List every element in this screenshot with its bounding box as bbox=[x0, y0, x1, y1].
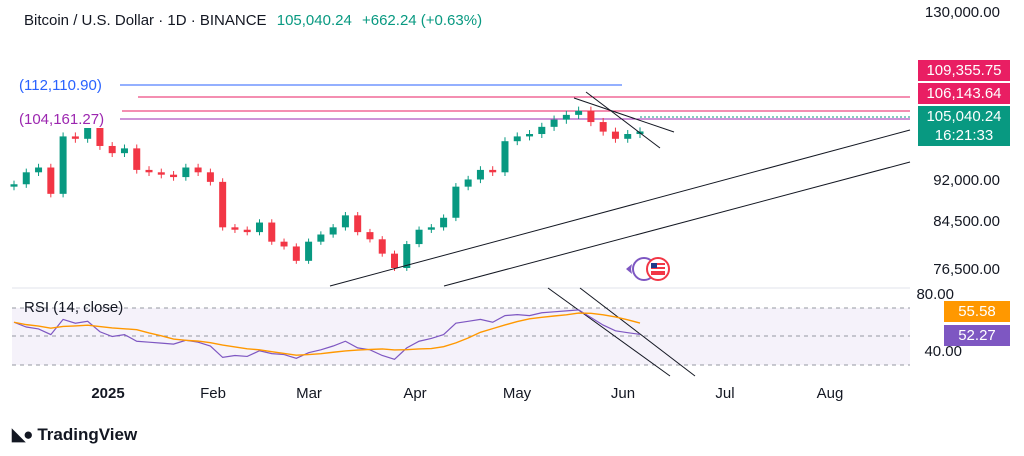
trendline bbox=[573, 97, 675, 133]
candle-body bbox=[10, 184, 18, 187]
time-axis-label: Aug bbox=[816, 385, 844, 402]
candle-body bbox=[624, 134, 632, 139]
candle-body bbox=[403, 244, 411, 268]
rsi-axis-label: 40.00 bbox=[924, 343, 962, 360]
candle-body bbox=[47, 167, 55, 194]
price-axis-label: 84,500.00 bbox=[933, 213, 1000, 230]
candle-body bbox=[96, 127, 104, 146]
level-label-upper: (112,110.90) bbox=[18, 77, 103, 94]
candle-body bbox=[513, 136, 521, 142]
candle-body bbox=[84, 127, 92, 139]
candle-body bbox=[354, 215, 362, 233]
candle-body bbox=[440, 217, 448, 228]
rsi-pane bbox=[13, 309, 641, 360]
candle-body bbox=[206, 172, 214, 182]
candle-body bbox=[255, 222, 263, 233]
time-axis-label: 2025 bbox=[91, 385, 125, 402]
candle-body bbox=[476, 169, 484, 180]
trendline bbox=[329, 129, 911, 287]
symbol-title: Bitcoin / U.S. Dollar · 1D · BINANCE bbox=[24, 12, 267, 29]
trendline bbox=[547, 287, 671, 377]
rsi-tag: 52.27 bbox=[944, 325, 1010, 346]
tradingview-logo-icon: ◣● bbox=[12, 425, 33, 444]
candlesticks bbox=[10, 106, 644, 271]
candle-body bbox=[587, 110, 595, 123]
candle-body bbox=[366, 232, 374, 240]
price-tag-last: 105,040.24 bbox=[918, 106, 1010, 127]
price-tag-high: 109,355.75 bbox=[918, 60, 1010, 81]
candle-body bbox=[501, 141, 509, 173]
candle-body bbox=[526, 134, 534, 137]
rsi-ma-line bbox=[13, 312, 641, 356]
trendline bbox=[579, 287, 696, 377]
price-change: +662.24 (+0.63%) bbox=[361, 12, 483, 29]
price-axis-label: 92,000.00 bbox=[933, 172, 1000, 189]
candle-body bbox=[550, 119, 558, 127]
price-axis-label: 130,000.00 bbox=[924, 4, 1000, 21]
time-axis-label: Feb bbox=[200, 385, 226, 402]
price-tag-level: 106,143.64 bbox=[918, 83, 1010, 104]
candle-body bbox=[489, 169, 497, 173]
rsi-axis-label: 80.00 bbox=[916, 286, 954, 303]
rsi-ma-tag: 55.58 bbox=[944, 301, 1010, 322]
candle-body bbox=[170, 174, 178, 178]
candle-body bbox=[219, 181, 227, 228]
rsi-indicator-label[interactable]: RSI (14, close) bbox=[24, 299, 124, 316]
price-tag-countdown: 16:21:33 bbox=[918, 125, 1010, 146]
time-axis-label: Jul bbox=[715, 385, 735, 402]
candle-body bbox=[280, 241, 288, 247]
tradingview-logo[interactable]: ◣● TradingView bbox=[12, 425, 137, 445]
candle-body bbox=[59, 136, 67, 194]
candle-body bbox=[268, 222, 276, 242]
us-flag-event-icon[interactable] bbox=[622, 256, 672, 282]
candle-body bbox=[378, 239, 386, 254]
time-axis-label: May bbox=[502, 385, 532, 402]
last-price: 105,040.24 bbox=[276, 12, 352, 29]
time-axis-label: Apr bbox=[403, 385, 427, 402]
time-axis-label: Jun bbox=[610, 385, 636, 402]
candle-body bbox=[35, 167, 43, 173]
candle-body bbox=[231, 227, 239, 230]
candle-body bbox=[415, 229, 423, 245]
candle-body bbox=[562, 114, 570, 120]
rsi-line bbox=[13, 309, 641, 360]
candle-body bbox=[194, 167, 202, 173]
candle-body bbox=[243, 229, 251, 233]
candle-body bbox=[391, 253, 399, 268]
candle-body bbox=[464, 179, 472, 187]
candle-body bbox=[341, 215, 349, 228]
level-label-lower: (104,161.27) bbox=[18, 111, 106, 128]
candle-body bbox=[317, 234, 325, 242]
trendline bbox=[443, 161, 911, 287]
candle-body bbox=[329, 227, 337, 235]
logo-text: TradingView bbox=[37, 425, 138, 444]
candle-body bbox=[575, 110, 583, 115]
candle-body bbox=[182, 167, 190, 178]
trendline bbox=[585, 91, 661, 149]
candle-body bbox=[292, 246, 300, 261]
candle-body bbox=[157, 172, 165, 175]
candle-body bbox=[538, 126, 546, 135]
candle-body bbox=[22, 172, 30, 185]
price-axis-label: 76,500.00 bbox=[933, 261, 1000, 278]
time-axis-label: Mar bbox=[296, 385, 322, 402]
trendlines bbox=[329, 91, 911, 377]
candle-body bbox=[305, 241, 313, 261]
candle-body bbox=[145, 169, 153, 173]
candle-body bbox=[452, 186, 460, 218]
candle-body bbox=[599, 122, 607, 132]
candle-body bbox=[611, 131, 619, 139]
chart-header: Bitcoin / U.S. Dollar · 1D · BINANCE 105… bbox=[24, 12, 482, 29]
candle-body bbox=[71, 136, 79, 139]
candle-body bbox=[120, 148, 128, 154]
candle-body bbox=[108, 145, 116, 154]
candle-body bbox=[133, 148, 141, 170]
candle-body bbox=[427, 227, 435, 230]
